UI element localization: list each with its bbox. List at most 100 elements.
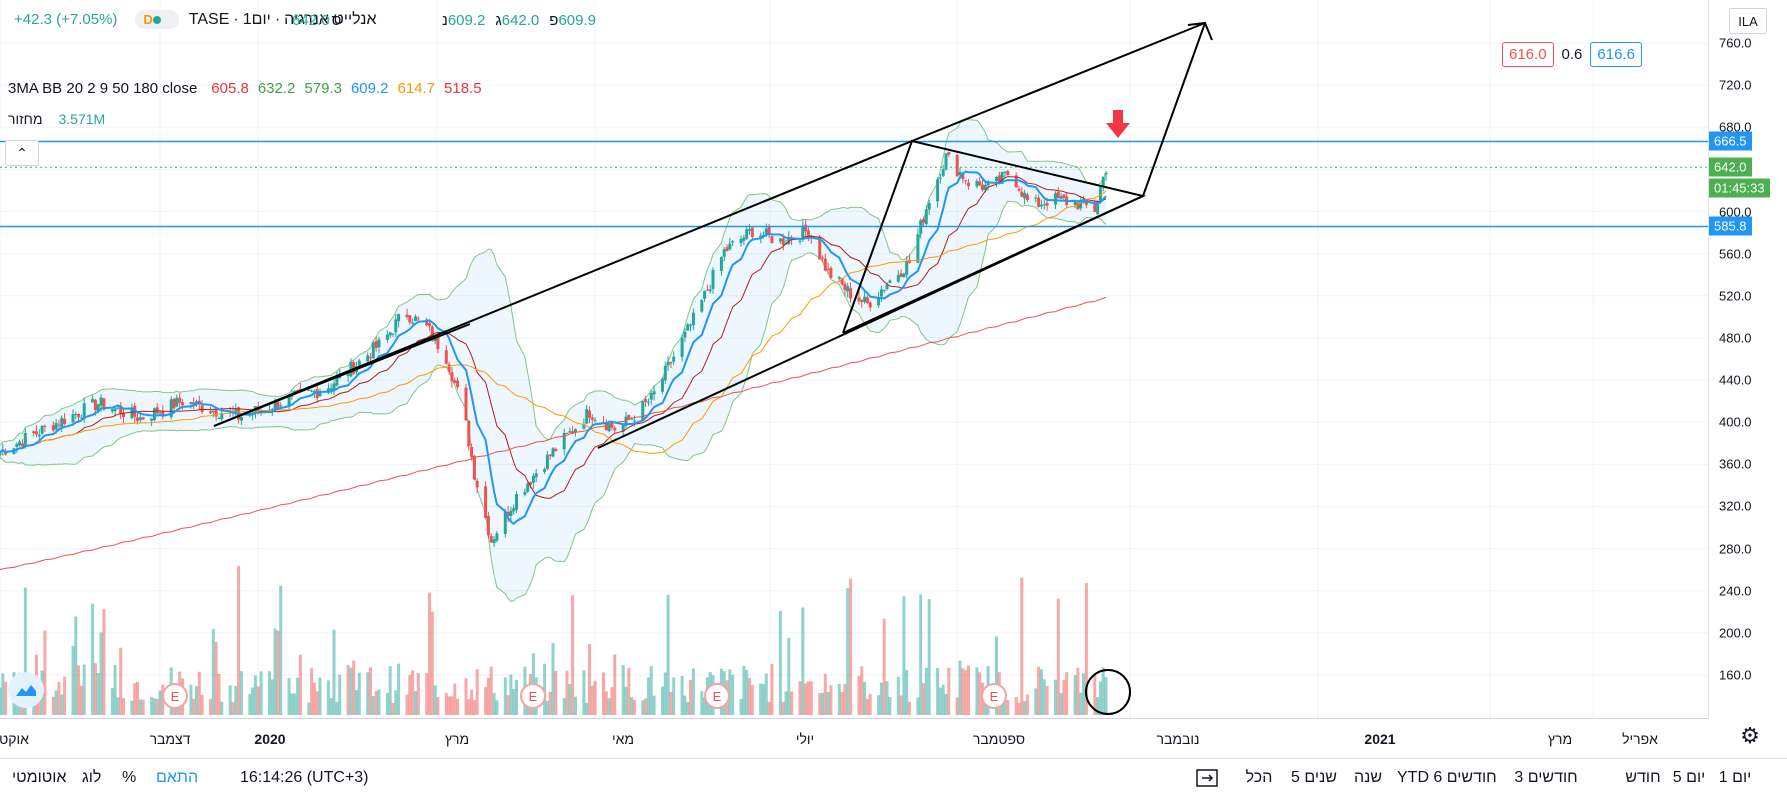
candles [0,151,1108,547]
earnings-marker[interactable]: E [704,683,730,709]
price-label: 585.8 [1709,216,1752,236]
range-button[interactable]: שנה [1353,769,1383,786]
volume-bar [211,629,215,715]
volume-bar [43,630,47,715]
volume-bar [237,566,241,715]
candle-body [116,407,120,409]
earnings-marker[interactable]: E [981,683,1007,709]
tradingview-logo-icon[interactable] [8,672,44,708]
candle-body [924,209,928,225]
log-button[interactable]: לוג [82,769,102,786]
volume-bar [74,616,78,715]
volume-bar [663,672,667,715]
volume-bar [818,693,822,715]
volume-bar [941,684,945,715]
range-button[interactable]: YTD [1397,769,1429,786]
volume-bar [545,700,549,715]
compare-ranges-icon[interactable] [1196,769,1218,792]
volume-bar [691,668,695,715]
volume-bar [150,697,154,715]
candle-body [287,395,291,407]
price-label: 01:45:33 [1709,178,1770,198]
volume-value: 3.571M [58,111,106,127]
collapse-legend-button[interactable]: ⌃ [5,140,39,166]
volume-bar [433,685,437,715]
volume-bar [995,636,998,715]
spread-value: 0.6 [1561,46,1583,63]
volume-bar [444,693,448,715]
candle-body [40,425,44,434]
indicator-value: 579.3 [304,80,342,97]
range-button[interactable]: הכל [1245,769,1273,786]
candle-body [155,407,159,414]
range-button[interactable]: 5 יום [1672,769,1706,786]
indicator-legend[interactable]: 3MA BB 20 2 9 50 180 close 605.8 632.2 5… [8,80,491,97]
candle-body [217,418,221,420]
range-button[interactable]: 3 חודשים [1514,769,1578,786]
range-button[interactable]: יום 1 [1718,769,1752,786]
candle-body [641,401,645,422]
volume-bar [731,674,735,715]
volume-bar [936,668,940,715]
candle-body [1045,202,1049,206]
volume-bar [57,682,61,715]
range-button[interactable]: 5 שנים [1291,769,1337,786]
candle-body [91,398,95,403]
bottom-toolbar [0,758,1787,796]
volume-bar [865,699,869,715]
time-tick-label: אפריל [1622,731,1658,747]
interval-label[interactable]: יום1 [242,10,271,28]
range-button[interactable]: 6 חודשים [1433,769,1497,786]
auto-button[interactable]: אוטומטי [12,769,67,786]
price-chart[interactable] [0,0,1708,718]
bid-ask-widget[interactable]: 616.0 0.6 616.6 [1502,42,1642,67]
ask-price[interactable]: 616.6 [1590,42,1642,67]
price-label: 666.5 [1709,131,1752,151]
fit-button[interactable]: התאם [156,769,199,786]
volume-bar [110,688,114,715]
candle-body [821,257,824,259]
candle-body [374,341,378,348]
candle-body [863,296,867,302]
candle-body [1039,204,1043,207]
time-axis[interactable] [0,718,1708,759]
currency-button[interactable]: ILA [1729,8,1767,34]
earnings-marker[interactable]: E [162,683,188,709]
price-axis[interactable] [1708,0,1787,718]
settings-gear-icon[interactable]: ⚙ [1740,723,1760,748]
volume-bar [332,629,336,715]
price-tick-label: 400.0 [1719,414,1752,430]
time-tick-label: אוקט [0,731,29,747]
candle-body [590,417,594,420]
earnings-marker[interactable]: E [520,683,546,709]
candle-body [444,350,448,364]
bollinger-lower [0,200,1107,602]
percent-button[interactable]: % [122,769,137,786]
candle-body [102,398,106,410]
volume-legend[interactable]: מחזור 3.571M [8,111,105,127]
candle-body [181,402,184,405]
volume-bar [416,673,420,715]
candle-body [652,391,656,395]
volume-bar [1056,598,1060,715]
candle-body [385,334,389,340]
candle-body [430,326,434,340]
volume-bar [944,694,948,715]
volume-bar [467,699,471,715]
volume-bar [195,686,198,715]
candle-body [200,405,204,413]
volume-bar [318,677,322,715]
volume-bar [276,630,280,715]
volume-bar [646,677,650,715]
indicator-value: 614.7 [397,80,436,97]
volume-bar [829,685,833,715]
volume-bar [857,675,861,715]
bid-price[interactable]: 616.0 [1502,42,1554,67]
range-button[interactable]: חודש [1625,769,1661,786]
volume-bars [0,566,1108,715]
volume-bar [967,665,970,715]
volume-bar [905,669,909,715]
bollinger-fill [0,119,1106,602]
clock-readout[interactable]: 16:14:26 (UTC+3) [240,769,369,786]
volume-bar [1,673,5,715]
